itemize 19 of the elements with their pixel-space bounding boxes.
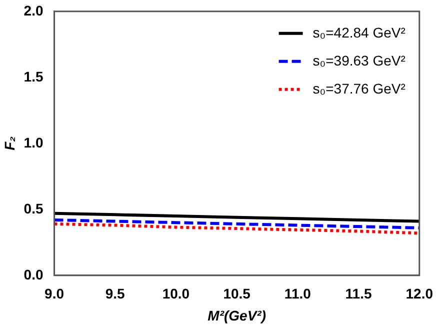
x-tick-label: 12.0: [406, 286, 434, 302]
x-tick-label: 11.5: [345, 286, 372, 302]
legend-label: s₀=37.76 GeV²: [312, 80, 406, 96]
y-tick-label: 0.5: [24, 200, 44, 216]
line-series: [54, 222, 420, 235]
legend-label: s₀=39.63 GeV²: [312, 52, 406, 68]
x-axis-title: M²(GeV²): [208, 307, 266, 324]
x-tick-label: 11.0: [284, 286, 312, 302]
legend-label: s₀=42.84 GeV²: [312, 24, 406, 40]
y-tick-label: 1.0: [24, 134, 44, 150]
x-tick-label: 10.5: [223, 286, 251, 302]
y-tick-label: 0.0: [24, 266, 44, 282]
x-tick-label: 9.5: [105, 286, 126, 302]
x-tick-label: 10.0: [162, 286, 190, 302]
y-tick-label: 1.5: [24, 68, 44, 84]
y-tick-label: 2.0: [24, 2, 44, 18]
y-axis-title: F₂: [1, 136, 18, 150]
line-series: [54, 218, 420, 230]
x-tick-label: 9.0: [44, 286, 64, 302]
